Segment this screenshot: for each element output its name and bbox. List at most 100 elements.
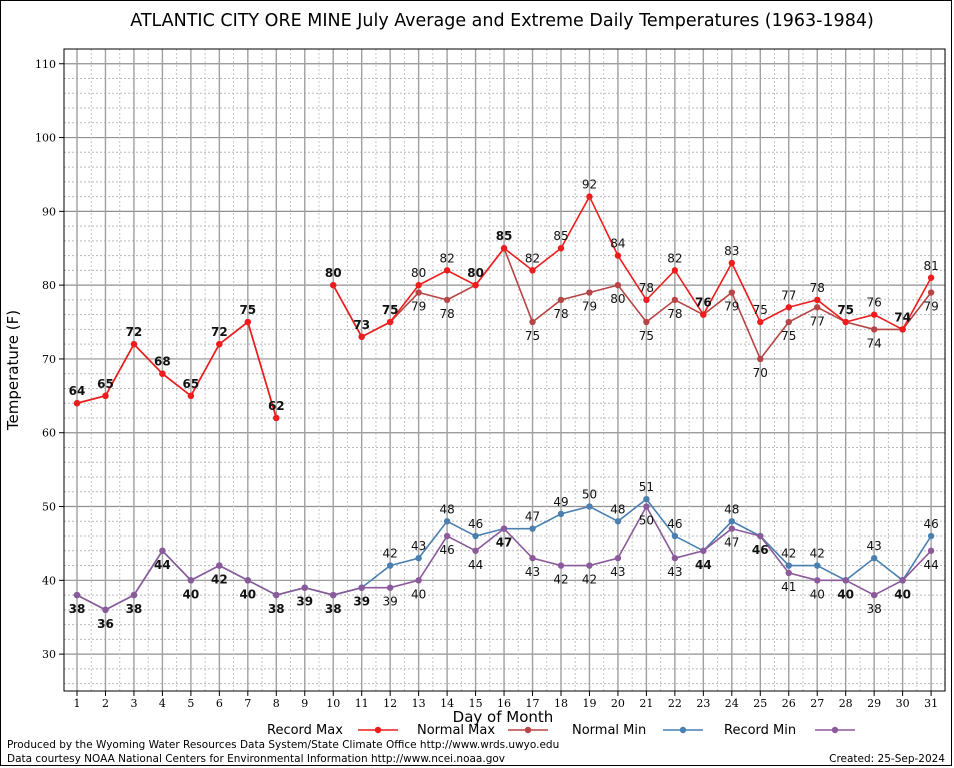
- normal-max-data-label: 75: [781, 329, 796, 343]
- x-tick-label: 3: [130, 697, 137, 710]
- record-min-point: [244, 577, 252, 584]
- normal-min-point: [614, 518, 622, 525]
- record-min-data-label: 42: [553, 573, 568, 587]
- x-tick-label: 29: [867, 697, 881, 710]
- record-min-data-label: 46: [439, 543, 454, 557]
- record-min-data-label: 44: [468, 558, 483, 572]
- record-max-point: [899, 326, 906, 333]
- record-max-data-label: 76: [695, 296, 712, 310]
- y-axis-label: Temperature (F): [4, 310, 22, 431]
- record-min-point: [216, 562, 223, 569]
- record-max-data-label: 78: [639, 281, 654, 295]
- normal-max-point: [870, 326, 878, 333]
- normal-max-data-label: 70: [753, 366, 768, 380]
- record-max-point: [73, 400, 81, 407]
- x-tick-label: 9: [301, 697, 308, 710]
- record-min-data-label: 39: [353, 595, 370, 609]
- normal-min-data-label: 46: [923, 517, 938, 531]
- x-tick-label: 26: [782, 697, 796, 710]
- legend: Record Max Normal Max Normal Min Record Min: [267, 723, 855, 738]
- normal-min-data-label: 48: [610, 502, 625, 516]
- normal-min-data-label: 42: [781, 547, 796, 561]
- record-max-point: [358, 333, 365, 340]
- normal-min-data-label: 51: [639, 480, 654, 494]
- record-min-point: [415, 577, 422, 584]
- x-tick-label: 23: [696, 697, 710, 710]
- y-tick-label: 80: [42, 279, 56, 292]
- record-min-data-label: 40: [837, 587, 854, 601]
- footer-produced-by: Produced by the Wyoming Water Resources …: [7, 739, 560, 751]
- normal-min-data-label: 47: [525, 510, 540, 524]
- normal-min-data-label: 48: [439, 502, 454, 516]
- legend-swatch-marker: [374, 726, 382, 734]
- record-max-point: [216, 340, 223, 348]
- normal-max-point: [927, 289, 935, 296]
- record-max-data-label: 82: [439, 251, 454, 265]
- x-tick-label: 30: [896, 697, 910, 710]
- record-max-data-label: 80: [411, 266, 426, 280]
- x-tick-label: 1: [74, 697, 81, 710]
- x-tick-label: 25: [753, 697, 767, 710]
- record-min-point: [814, 577, 821, 584]
- record-min-point: [130, 591, 138, 599]
- record-min-data-label: 38: [325, 602, 342, 616]
- normal-max-point: [643, 318, 650, 326]
- record-max-data-label: 68: [154, 355, 171, 369]
- legend-swatch-marker: [831, 726, 839, 734]
- record-max-point: [614, 252, 622, 259]
- record-min-point: [643, 503, 650, 510]
- x-tick-label: 10: [326, 697, 340, 710]
- record-min-data-label: 40: [894, 587, 911, 601]
- normal-max-data-label: 78: [553, 307, 568, 321]
- normal-max-data-label: 78: [439, 307, 454, 321]
- record-max-point: [472, 281, 479, 289]
- x-tick-label: 13: [412, 697, 426, 710]
- record-max-point: [557, 245, 565, 252]
- record-max-point: [500, 245, 508, 252]
- record-max-data-label: 84: [610, 237, 625, 251]
- record-min-point: [187, 577, 195, 584]
- y-tick-label: 40: [42, 574, 56, 587]
- normal-max-data-label: 79: [923, 300, 938, 314]
- record-min-point: [899, 577, 906, 584]
- record-max-data-label: 74: [894, 310, 911, 324]
- record-max-point: [529, 267, 536, 274]
- record-max-point: [643, 296, 650, 304]
- x-tick-label: 21: [639, 697, 653, 710]
- normal-min-data-label: 42: [810, 547, 825, 561]
- record-max-data-label: 80: [467, 266, 484, 280]
- record-max-line: [76, 320, 278, 419]
- record-max-data-label: 80: [325, 266, 342, 280]
- record-min-data-label: 40: [810, 587, 825, 601]
- legend-label: Normal Max: [417, 723, 495, 738]
- y-tick-label: 30: [42, 648, 56, 661]
- normal-max-point: [785, 318, 792, 326]
- normal-min-point: [443, 518, 451, 525]
- x-tick-label: 5: [187, 697, 194, 710]
- chart-title: ATLANTIC CITY ORE MINE July Average and …: [130, 11, 874, 31]
- normal-max-data-label: 77: [810, 314, 825, 328]
- normal-min-data-label: 43: [411, 539, 426, 553]
- data-labels: 64 38 65 36 72 38 68 44 65 40 72 42 75 40 62 38 39 80 38 73…: [69, 178, 939, 631]
- normal-max-data-label: 79: [582, 300, 597, 314]
- normal-max-data-label: 78: [667, 307, 682, 321]
- record-max-point: [187, 392, 195, 400]
- normal-min-point: [586, 503, 593, 510]
- record-max-data-label: 75: [837, 303, 854, 317]
- record-min-data-label: 47: [724, 536, 739, 550]
- footer-data-courtesy: Data courtesy NOAA National Centers for …: [7, 753, 506, 765]
- normal-min-point: [728, 518, 736, 525]
- normal-min-point: [671, 532, 679, 540]
- record-max-point: [244, 318, 252, 326]
- record-max-data-label: 81: [923, 259, 938, 273]
- record-max-data-label: 77: [781, 288, 796, 302]
- record-min-point: [472, 547, 479, 554]
- normal-max-line: [332, 246, 932, 361]
- x-tick-label: 14: [440, 697, 454, 710]
- record-min-data-label: 47: [496, 536, 513, 550]
- record-max-point: [785, 304, 792, 311]
- record-max-data-label: 76: [867, 296, 882, 310]
- normal-min-point: [472, 532, 479, 540]
- record-min-point: [529, 554, 536, 562]
